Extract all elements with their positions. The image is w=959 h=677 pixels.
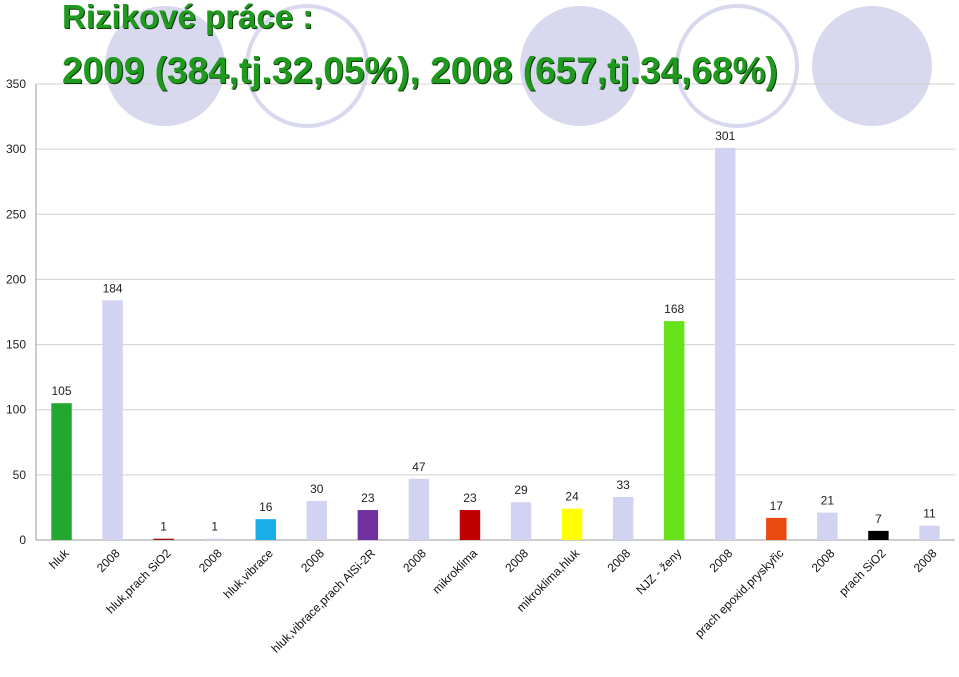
slide-title: Rizikové práce :	[62, 0, 314, 35]
data-label: 47	[412, 460, 426, 474]
x-tick-label: hluk,vibrace,prach AlSi-2R	[269, 546, 379, 656]
y-tick-label: 350	[6, 77, 26, 91]
slide-subtitle: 2009 (384,tj.32,05%), 2008 (657,tj.34,68…	[62, 50, 778, 91]
data-label: 184	[103, 281, 123, 295]
data-label: 11	[923, 507, 936, 521]
bar	[868, 530, 889, 540]
bar	[306, 500, 328, 540]
y-tick-label: 250	[6, 207, 26, 221]
bar	[357, 510, 379, 540]
decorative-circles	[105, 4, 932, 128]
decor-circle	[105, 6, 225, 126]
bar	[102, 300, 123, 540]
data-label: 7	[875, 512, 882, 526]
x-tick-label: 2008	[196, 546, 225, 575]
labels: 050100150200250300350105hluk18420081hluk…	[6, 77, 940, 656]
decor-circle	[245, 4, 369, 128]
x-tick-label: 2008	[400, 546, 429, 575]
decor-circle	[520, 6, 640, 126]
data-label: 30	[310, 482, 324, 496]
bar	[663, 321, 685, 540]
x-tick-label: prach SiO2	[836, 546, 889, 599]
data-label: 33	[616, 478, 630, 492]
bar	[408, 478, 430, 540]
data-label: 105	[52, 384, 72, 398]
y-tick-label: 200	[6, 272, 26, 286]
x-tick-label: 2008	[809, 546, 838, 575]
y-tick-label: 0	[19, 533, 26, 547]
bar	[612, 497, 634, 540]
data-label: 301	[715, 129, 735, 143]
y-tick-label: 150	[6, 338, 26, 352]
y-tick-label: 100	[6, 403, 26, 417]
bar	[459, 510, 481, 540]
decor-circle	[675, 4, 799, 128]
x-tick-label: NJZ - ženy	[633, 546, 684, 597]
bar	[715, 147, 736, 540]
bar	[766, 517, 787, 540]
x-tick-label: hluk	[46, 546, 72, 572]
bars	[51, 147, 940, 540]
data-label: 168	[664, 302, 684, 316]
data-label: 24	[565, 490, 579, 504]
bar	[51, 403, 72, 540]
y-tick-label: 50	[13, 468, 27, 482]
bar	[510, 502, 532, 540]
x-tick-label: 2008	[707, 546, 736, 575]
data-label: 1	[160, 520, 167, 534]
x-tick-label: 2008	[604, 546, 633, 575]
bar	[204, 538, 225, 540]
data-label: 16	[259, 500, 273, 514]
x-tick-label: prach epoxid.pryskyřic	[692, 546, 786, 640]
x-tick-label: 2008	[911, 546, 940, 575]
bar	[255, 519, 276, 540]
data-label: 1	[211, 520, 218, 534]
bar	[153, 538, 174, 540]
x-tick-label: mikroklima	[430, 546, 481, 597]
x-tick-label: 2008	[502, 546, 531, 575]
data-label: 29	[514, 483, 528, 497]
bar	[561, 508, 583, 540]
bar	[919, 525, 940, 540]
decor-circle	[812, 6, 932, 126]
y-tick-label: 300	[6, 142, 26, 156]
bar	[817, 512, 838, 540]
data-label: 23	[361, 491, 375, 505]
data-label: 21	[821, 494, 835, 508]
gridlines	[35, 83, 955, 541]
data-label: 23	[463, 491, 477, 505]
x-tick-label: hluk,vibrace	[221, 546, 276, 601]
x-tick-label: 2008	[298, 546, 327, 575]
data-label: 17	[770, 499, 784, 513]
x-tick-label: 2008	[94, 546, 123, 575]
